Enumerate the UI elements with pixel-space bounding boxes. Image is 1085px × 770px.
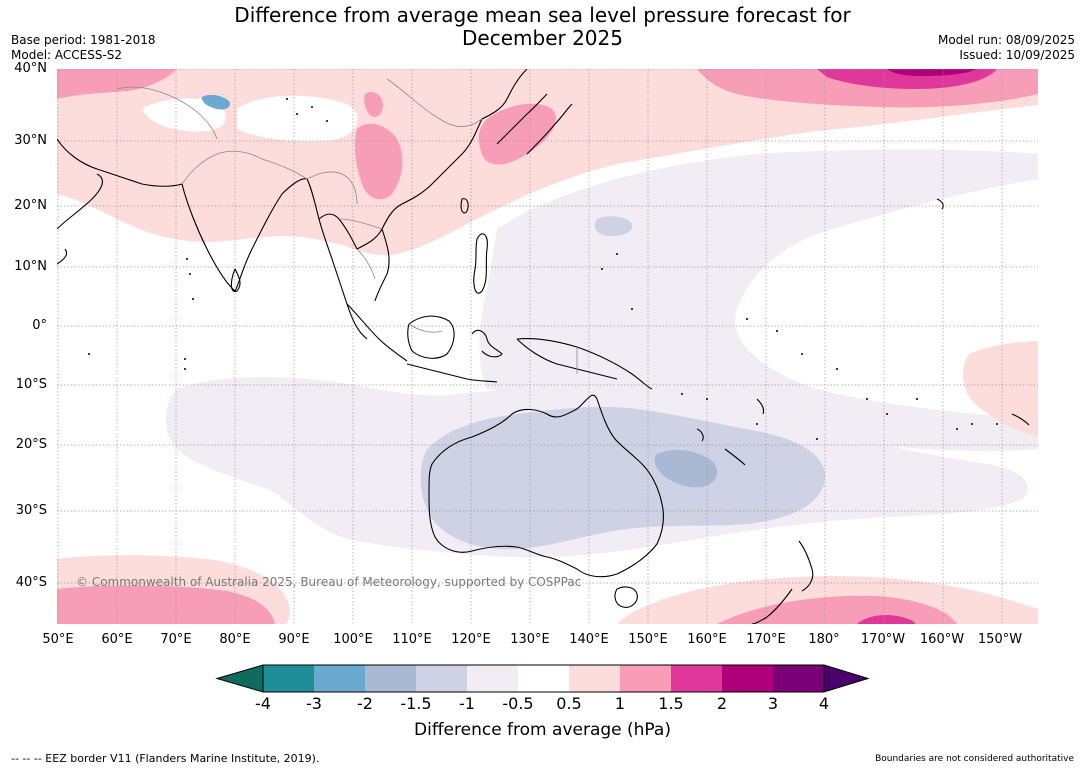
- colorbar-tick: -4: [255, 694, 271, 713]
- map-title: Difference from average mean sea level p…: [0, 4, 1085, 50]
- title-line-2: December 2025: [462, 26, 623, 50]
- colorbar-tick: -2: [357, 694, 373, 713]
- colorbar-segment: [314, 665, 365, 692]
- eez-note: -- -- -- EEZ border V11 (Flanders Marine…: [11, 752, 320, 765]
- lon-label: 150°W: [977, 632, 1023, 647]
- colorbar-segment: [518, 665, 569, 692]
- colorbar-segment: [365, 665, 416, 692]
- colorbar-segment: [671, 665, 722, 692]
- colorbar-tick: 3: [767, 694, 779, 713]
- colorbar-tick: -1.5: [400, 694, 432, 713]
- colorbar-tick: -1: [459, 694, 475, 713]
- lon-label: 180°: [808, 632, 840, 647]
- colorbar-segment: [569, 665, 620, 692]
- lat-label: 10°S: [15, 377, 47, 392]
- colorbar-tick: 2: [716, 694, 728, 713]
- colorbar-segment: [416, 665, 467, 692]
- lon-label: 70°E: [160, 632, 192, 647]
- colorbar-tick: 1.5: [658, 694, 684, 713]
- lon-label: 130°E: [510, 632, 550, 647]
- colorbar: [215, 664, 870, 693]
- colorbar-extend-high: [823, 664, 870, 693]
- lat-label: 40°S: [15, 575, 47, 590]
- colorbar-segment: [263, 665, 314, 692]
- issued-date: Issued: 10/09/2025: [959, 48, 1075, 62]
- boundary-note: Boundaries are not considered authoritat…: [875, 754, 1074, 764]
- colorbar-segment: [467, 665, 518, 692]
- lat-label: 30°N: [14, 133, 47, 148]
- title-line-1: Difference from average mean sea level p…: [234, 3, 851, 27]
- colorbar-tick: 4: [818, 694, 830, 713]
- lon-label: 160°W: [919, 632, 965, 647]
- colorbar-tick: -3: [306, 694, 322, 713]
- pressure-anomaly-map: [57, 69, 1038, 624]
- colorbar-label: Difference from average (hPa): [414, 720, 671, 740]
- lat-label: 20°S: [15, 437, 47, 452]
- lon-label: 140°E: [569, 632, 609, 647]
- base-period: Base period: 1981-2018: [11, 33, 156, 47]
- lon-label: 160°E: [687, 632, 727, 647]
- colorbar-tick: 0.5: [556, 694, 582, 713]
- graticule: [57, 69, 1038, 584]
- lon-label: 120°E: [451, 632, 491, 647]
- lon-label: 60°E: [101, 632, 133, 647]
- lon-label: 170°E: [746, 632, 786, 647]
- lat-label: 0°: [32, 318, 47, 333]
- coastlines: [57, 69, 1030, 624]
- copyright-notice: © Commonwealth of Australia 2025, Bureau…: [76, 575, 582, 589]
- model-run: Model run: 08/09/2025: [937, 33, 1075, 47]
- island-dots: [88, 98, 998, 440]
- lon-label: 50°E: [42, 632, 74, 647]
- colorbar-extend-low: [215, 664, 264, 693]
- lat-label: 10°N: [14, 259, 47, 274]
- lat-label: 30°S: [15, 503, 47, 518]
- colorbar-tick: 1: [614, 694, 626, 713]
- model-name: Model: ACCESS-S2: [11, 48, 123, 62]
- lon-label: 110°E: [392, 632, 432, 647]
- lon-label: 150°E: [628, 632, 668, 647]
- meridians: [57, 69, 1003, 624]
- lat-label: 20°N: [14, 198, 47, 213]
- colorbar-tick: -0.5: [502, 694, 534, 713]
- colorbar-segment: [773, 665, 824, 692]
- lon-label: 90°E: [278, 632, 310, 647]
- colorbar-segment: [620, 665, 671, 692]
- country-boundaries: [116, 78, 578, 374]
- lat-label: 40°N: [14, 61, 47, 76]
- lon-label: 80°E: [219, 632, 251, 647]
- lon-label: 100°E: [333, 632, 373, 647]
- colorbar-segment: [722, 665, 773, 692]
- lon-label: 170°W: [860, 632, 906, 647]
- anomaly-fill: [57, 69, 1038, 624]
